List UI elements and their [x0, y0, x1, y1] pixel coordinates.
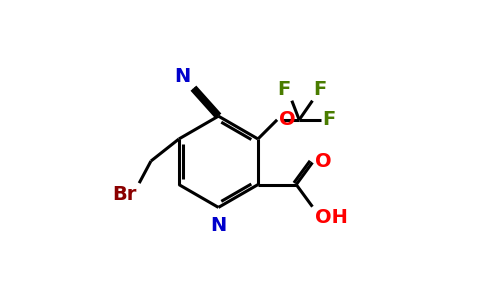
Text: OH: OH — [315, 208, 348, 227]
Text: F: F — [313, 80, 326, 99]
Text: N: N — [174, 67, 191, 86]
Text: F: F — [277, 80, 290, 99]
Text: Br: Br — [112, 184, 137, 204]
Text: N: N — [211, 216, 227, 235]
Text: F: F — [323, 110, 336, 129]
Text: O: O — [279, 110, 295, 129]
Text: O: O — [315, 152, 332, 171]
